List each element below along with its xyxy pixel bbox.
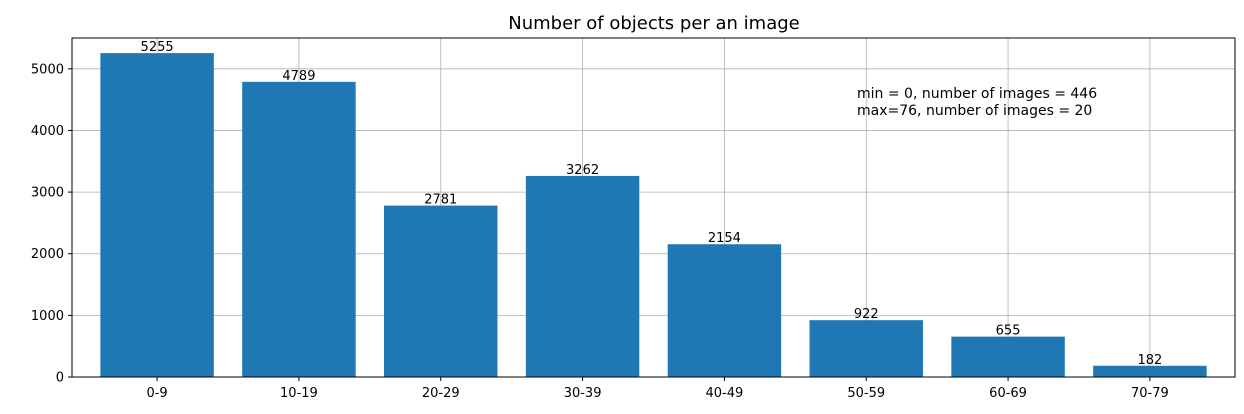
y-tick-label: 2000 <box>31 247 64 262</box>
data-label-60-69: 655 <box>996 324 1021 339</box>
bar-40-49 <box>667 244 782 377</box>
annotation-max: max=76, number of images = 20 <box>857 103 1092 119</box>
x-tick-label: 30-39 <box>564 386 602 401</box>
y-tick-label: 5000 <box>31 62 64 77</box>
data-label-70-79: 182 <box>1137 353 1162 368</box>
bar-0-9 <box>100 53 214 377</box>
x-tick-label: 10-19 <box>280 386 318 401</box>
y-tick-label: 1000 <box>31 309 64 324</box>
x-tick-label: 20-29 <box>422 386 460 401</box>
data-label-0-9: 5255 <box>141 40 174 55</box>
plot-frame <box>71 37 1236 378</box>
x-tick-label: 60-69 <box>989 386 1027 401</box>
bars-layer <box>100 53 1207 377</box>
bar-50-59 <box>809 320 923 377</box>
x-tick-label: 70-79 <box>1131 386 1169 401</box>
data-labels-layer: 5255 4789 2781 3262 2154 922 655 182 <box>141 40 1163 368</box>
bar-60-69 <box>951 336 1065 377</box>
axes-layer: 0 1000 2000 3000 4000 5000 0-9 10-19 20-29 30-39 4… <box>31 37 1236 401</box>
y-tick-label: 0 <box>56 371 64 386</box>
chart-title: Number of objects per an image <box>508 13 800 34</box>
x-tick-label: 40-49 <box>706 386 744 401</box>
data-label-10-19: 4789 <box>282 69 315 84</box>
bar-30-39 <box>525 175 640 377</box>
data-label-30-39: 3262 <box>566 163 599 178</box>
data-label-20-29: 2781 <box>424 193 457 208</box>
data-label-40-49: 2154 <box>708 231 741 246</box>
x-tick-label: 0-9 <box>146 386 167 401</box>
y-tick-label: 3000 <box>31 186 64 201</box>
x-tick-label: 50-59 <box>847 386 885 401</box>
bar-10-19 <box>242 81 356 377</box>
y-tick-label: 4000 <box>31 124 64 139</box>
bar-20-29 <box>384 205 498 377</box>
bar-70-79 <box>1093 365 1207 377</box>
annotation-min: min = 0, number of images = 446 <box>857 86 1097 102</box>
data-label-50-59: 922 <box>854 307 879 322</box>
